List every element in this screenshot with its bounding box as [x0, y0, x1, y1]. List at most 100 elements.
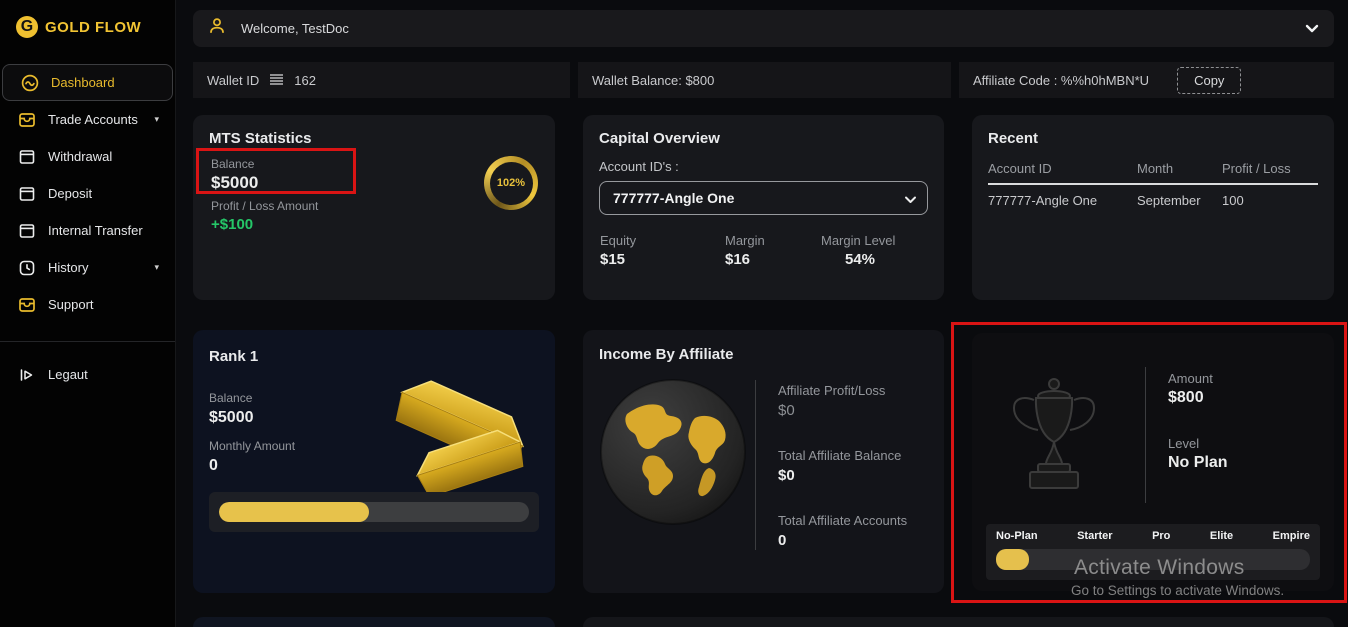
recent-card: Recent Account ID Month Profit / Loss 77…: [972, 115, 1334, 300]
balance-value: $5000: [211, 173, 259, 192]
tier-labels: No-Plan Starter Pro Elite Empire: [986, 524, 1320, 542]
table-cell-profit-loss: 100: [1222, 193, 1244, 208]
stat-label: Affiliate Profit/Loss: [778, 383, 886, 398]
sidebar-item-history[interactable]: History ▾: [0, 249, 175, 286]
account-id-select[interactable]: 777777-Angle One: [599, 181, 928, 215]
chevron-down-icon[interactable]: ▾: [154, 262, 159, 272]
income-by-affiliate-card: Income By Affiliate Affiliate Profit/Los…: [583, 330, 944, 593]
sidebar-item-support[interactable]: Support: [0, 286, 175, 323]
tier-label: Empire: [1272, 530, 1310, 542]
sidebar-item-label: Deposit: [48, 186, 93, 201]
dashboard-icon: [21, 74, 39, 92]
column-header: Profit / Loss: [1222, 161, 1291, 176]
percent-gauge: 102%: [484, 156, 538, 210]
wallet-id-bar: Wallet ID 162: [193, 62, 570, 98]
chevron-down-icon[interactable]: [1304, 22, 1320, 40]
mts-statistics-card: MTS Statistics Balance $5000 Profit / Lo…: [193, 115, 555, 300]
stat-label: Margin: [725, 233, 765, 248]
amount-value: $800: [1168, 389, 1204, 406]
wallet-icon: [18, 111, 36, 129]
table-cell-month: September: [1137, 193, 1201, 208]
sidebar-item-trade-accounts[interactable]: Trade Accounts ▾: [0, 101, 175, 138]
card-title: Rank 1: [209, 348, 259, 365]
logout-icon: [18, 366, 36, 384]
stat-value: $15: [600, 251, 626, 268]
affiliate-code-bar: Affiliate Code : %%h0hMBN*U Copy: [959, 62, 1334, 98]
plan-card: Amount $800 Level No Plan No-Plan Starte…: [972, 333, 1334, 591]
lines-icon: [269, 73, 284, 88]
brand-name: GOLD FLOW: [45, 18, 142, 36]
account-ids-label: Account ID's :: [599, 159, 679, 174]
wallet-id-label: Wallet ID: [207, 72, 260, 88]
wallet-balance-text: Wallet Balance: $800: [592, 72, 715, 88]
window-icon: [18, 148, 36, 166]
amount-label: Amount: [1168, 371, 1213, 386]
sidebar-item-dashboard[interactable]: Dashboard: [2, 64, 173, 101]
bottom-card-stub: [583, 617, 1334, 627]
trophy-image: [994, 368, 1114, 533]
sidebar-item-label: Trade Accounts: [48, 112, 138, 127]
stat-value: $0: [778, 402, 795, 419]
bottom-card-stub: [193, 617, 555, 627]
copy-button[interactable]: Copy: [1177, 66, 1242, 94]
rank-progress-track: [219, 502, 529, 522]
profit-loss-value: +$100: [211, 216, 254, 233]
plan-progress-fill: [996, 549, 1029, 570]
affiliate-code-text: Affiliate Code : %%h0hMBN*U: [973, 72, 1150, 88]
stat-label: Total Affiliate Accounts: [778, 513, 908, 528]
card-title: Income By Affiliate: [599, 346, 734, 363]
history-icon: [18, 259, 36, 277]
balance-label: Balance: [211, 157, 255, 171]
chevron-down-icon[interactable]: ▾: [154, 114, 159, 124]
plan-progress-track: [996, 549, 1310, 570]
activate-windows-watermark: Activate Windows: [1074, 556, 1245, 579]
card-title: Recent: [988, 130, 1039, 147]
brand-logo: G GOLD FLOW: [0, 0, 175, 48]
tier-label: No-Plan: [996, 530, 1038, 542]
monthly-amount-value: 0: [209, 457, 218, 474]
rank-progress-shell: [209, 492, 539, 532]
sidebar-item-label: Withdrawal: [48, 149, 113, 164]
sidebar-item-label: Dashboard: [51, 75, 115, 90]
gold-bars-image: [361, 365, 541, 525]
stat-value: $0: [778, 467, 795, 484]
welcome-text: Welcome, TestDoc: [241, 21, 349, 36]
brand-logo-icon: G: [16, 16, 38, 38]
gauge-value: 102%: [489, 161, 533, 205]
sidebar-nav: Dashboard Trade Accounts ▾ Withdrawal: [0, 64, 175, 323]
sidebar-item-internal-transfer[interactable]: Internal Transfer: [0, 212, 175, 249]
column-header: Month: [1137, 161, 1174, 176]
sidebar: G GOLD FLOW Dashboard Trade Accounts ▾: [0, 0, 176, 627]
stat-label: Total Affiliate Balance: [778, 448, 902, 463]
tier-panel: No-Plan Starter Pro Elite Empire: [986, 524, 1320, 580]
welcome-bar[interactable]: Welcome, TestDoc: [193, 10, 1334, 47]
logout-label: Legaut: [48, 367, 88, 382]
wallet-balance-bar: Wallet Balance: $800: [578, 62, 951, 98]
window-icon: [18, 185, 36, 203]
card-title: Capital Overview: [599, 130, 720, 147]
person-icon: [207, 16, 227, 41]
window-icon: [18, 222, 36, 240]
level-label: Level: [1168, 436, 1200, 451]
sidebar-item-withdrawal[interactable]: Withdrawal: [0, 138, 175, 175]
sidebar-divider: [0, 341, 175, 342]
stat-value: 54%: [845, 251, 876, 268]
stat-label: Equity: [600, 233, 637, 248]
logout-button[interactable]: Legaut: [0, 356, 175, 393]
capital-overview-card: Capital Overview Account ID's : 777777-A…: [583, 115, 944, 300]
table-cell-account-id: 777777-Angle One: [988, 193, 1098, 208]
tier-label: Starter: [1077, 530, 1113, 542]
vertical-divider: [1145, 367, 1146, 503]
tier-label: Elite: [1209, 530, 1234, 542]
rank-card: Rank 1 Balance $5000 Monthly Amount 0: [193, 330, 555, 593]
sidebar-item-deposit[interactable]: Deposit: [0, 175, 175, 212]
wallet-icon: [18, 296, 36, 314]
stat-value: 0: [778, 532, 787, 549]
globe-image: [597, 376, 749, 533]
card-title: MTS Statistics: [209, 130, 312, 147]
stat-value: $16: [725, 251, 751, 268]
activate-windows-subtext: Go to Settings to activate Windows.: [1071, 583, 1285, 598]
balance-label: Balance: [209, 391, 253, 405]
vertical-divider: [755, 380, 756, 550]
